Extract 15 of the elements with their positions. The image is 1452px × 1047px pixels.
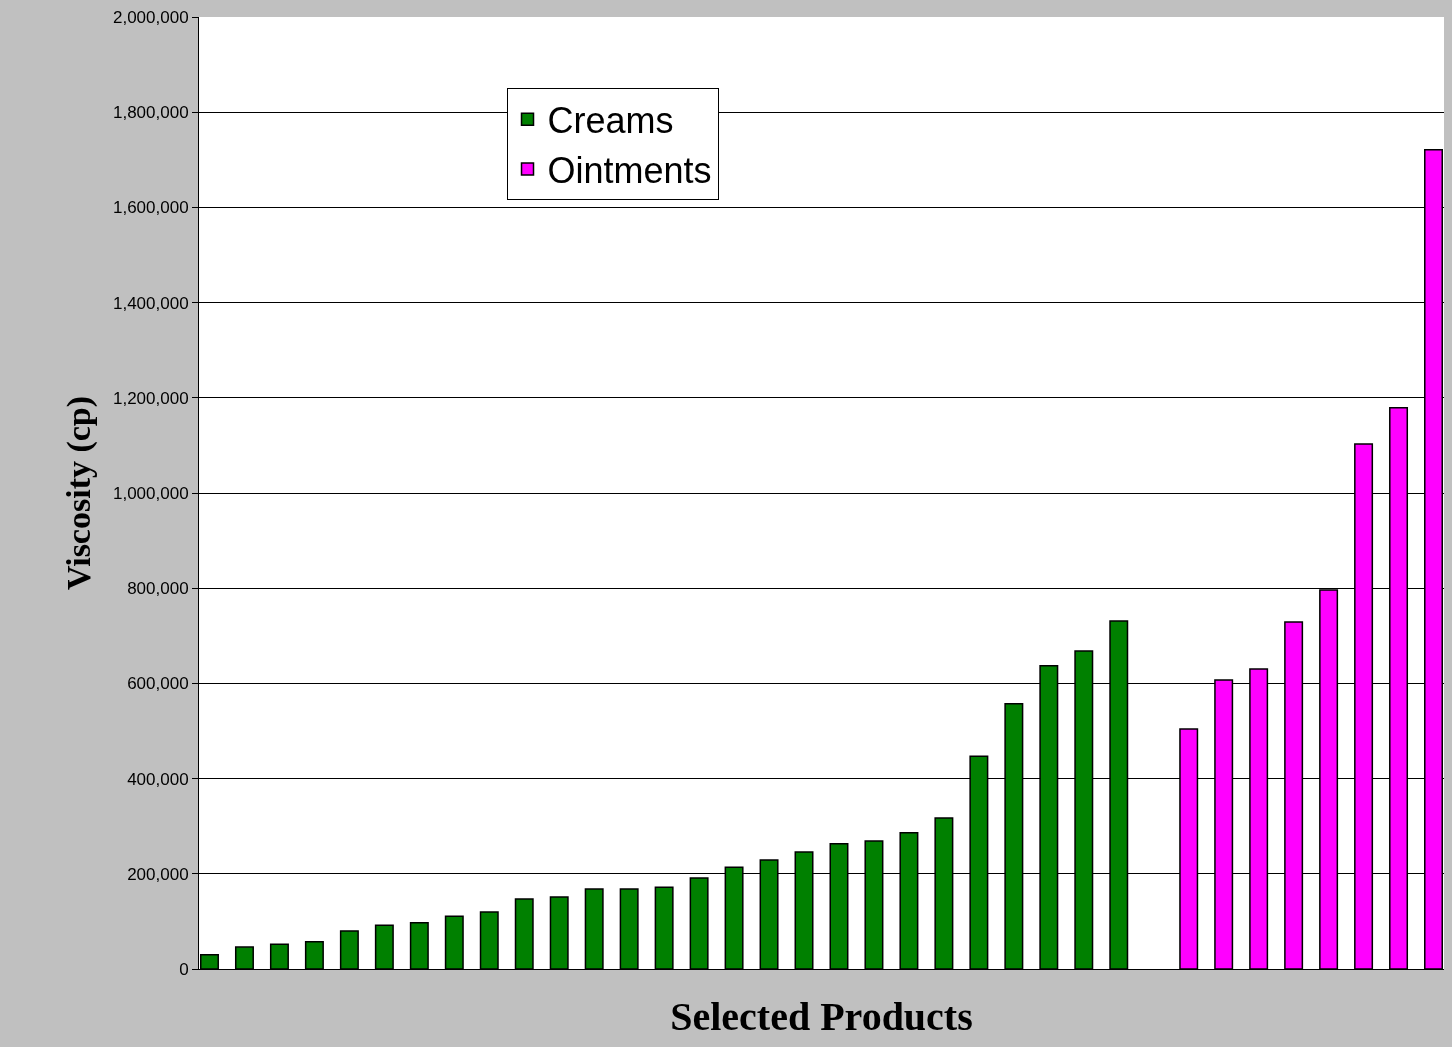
y-tick-label: 400,000 [127,769,189,789]
y-tick-label: 1,800,000 [112,103,189,123]
y-tick-label: 1,200,000 [112,388,189,408]
y-tick-label: 800,000 [127,579,189,599]
y-tick-label: 1,000,000 [112,483,189,503]
y-axis-title: Viscosity (cp) [59,395,98,591]
y-tick-label: 0 [179,959,189,979]
y-tick-label: 1,600,000 [112,198,189,218]
legend-label: Creams [547,100,674,142]
legend-label: Ointments [547,150,712,192]
y-tick-label: 600,000 [127,674,189,694]
y-tick-label: 1,400,000 [112,293,189,313]
y-tick-label: 200,000 [127,864,189,884]
y-tick-label: 2,000,000 [112,7,189,27]
x-axis-title: Selected Products [670,993,973,1039]
